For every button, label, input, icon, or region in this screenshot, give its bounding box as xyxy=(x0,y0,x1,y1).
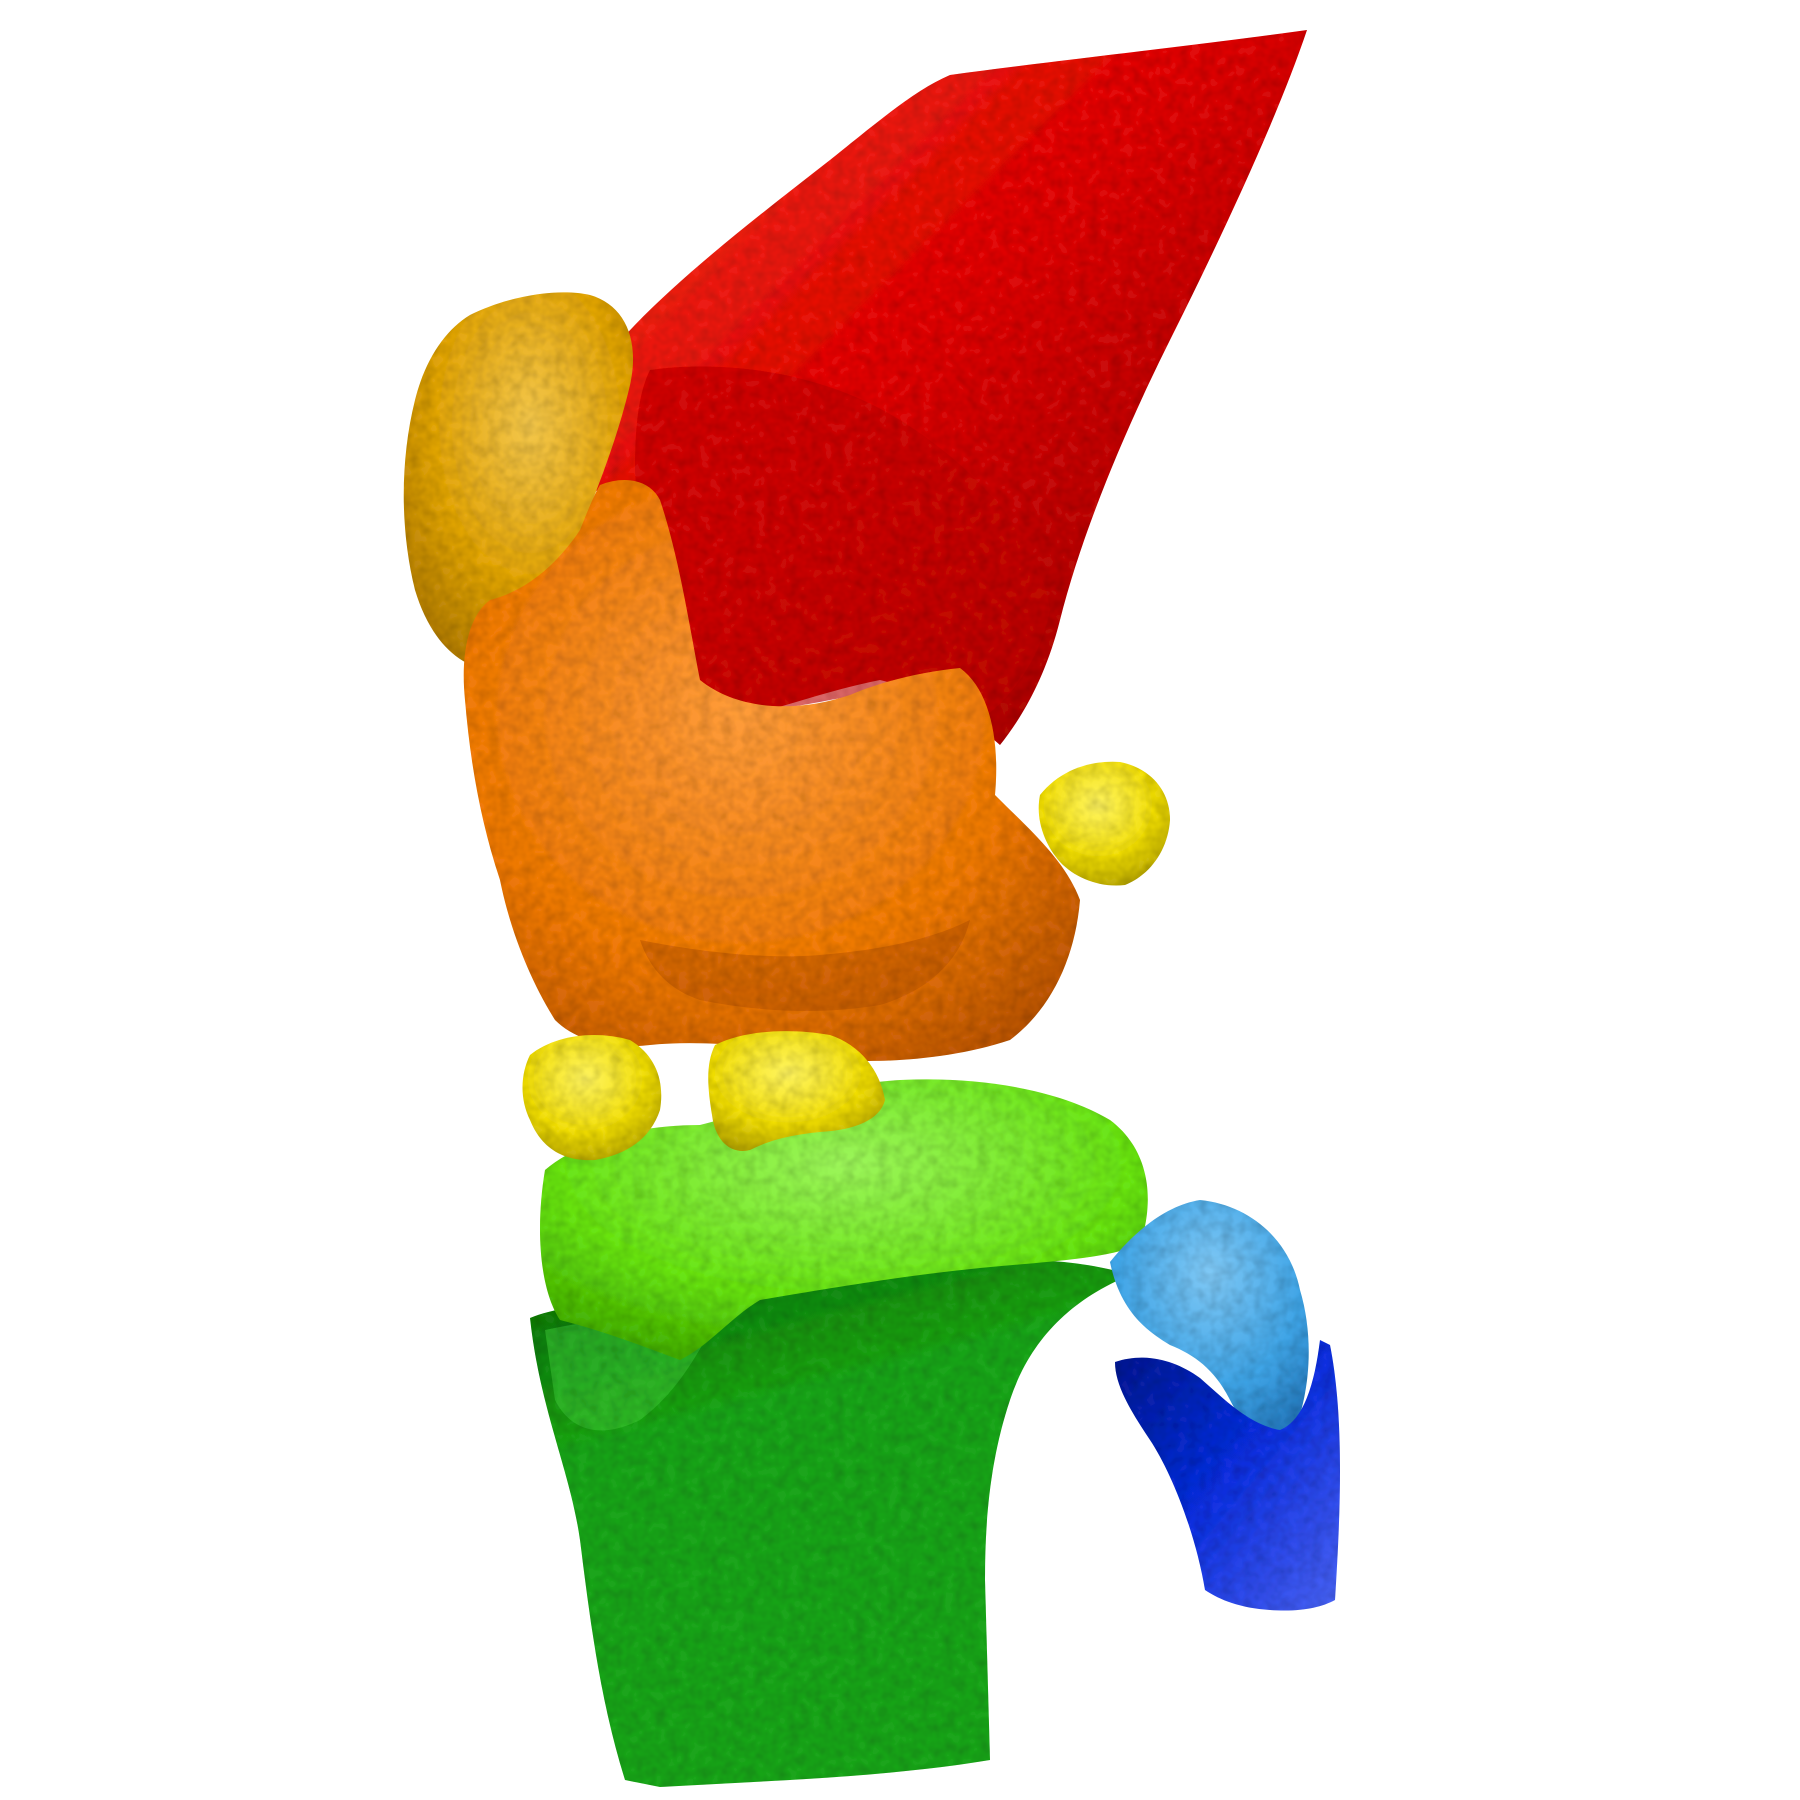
patella-bone xyxy=(403,292,634,670)
tibia-bone xyxy=(530,1259,1130,1787)
fabella-bone xyxy=(1038,761,1170,886)
fibula-bone xyxy=(1115,1340,1340,1611)
femur-condyle xyxy=(635,366,1050,720)
femoral-cartilage-groove xyxy=(640,920,970,1012)
tibial-cartilage xyxy=(540,1079,1148,1360)
lateral-meniscus xyxy=(708,1031,885,1151)
fibular-cartilage xyxy=(1110,1200,1309,1441)
femoral-cartilage xyxy=(463,480,1080,1061)
medial-meniscus xyxy=(522,1035,662,1161)
